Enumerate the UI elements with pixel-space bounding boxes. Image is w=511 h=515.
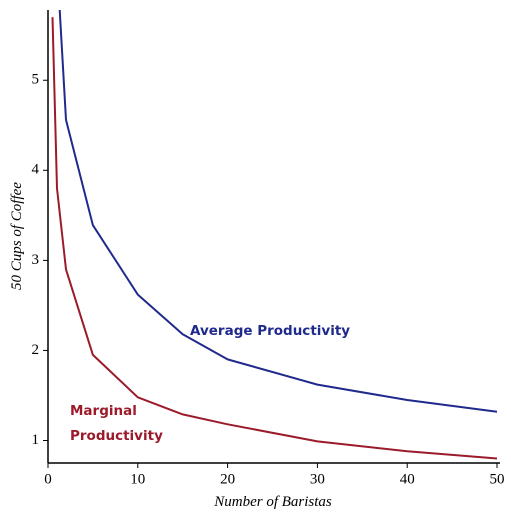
x-tick-label: 50 — [490, 471, 505, 487]
y-tick-label: 4 — [32, 162, 40, 178]
x-tick-label: 10 — [130, 471, 145, 487]
x-tick-label: 30 — [310, 471, 325, 487]
y-tick-label: 3 — [32, 252, 40, 268]
curve-label: Average Productivity — [190, 323, 350, 339]
x-tick-label: 20 — [220, 471, 235, 487]
curve-label: Productivity — [70, 428, 163, 444]
y-tick-label: 1 — [32, 432, 40, 448]
x-tick-label: 40 — [400, 471, 415, 487]
y-tick-label: 5 — [32, 72, 40, 88]
curve — [51, 17, 498, 460]
y-axis-title: 50 Cups of Coffee — [9, 182, 25, 290]
x-tick-label: 0 — [44, 471, 52, 487]
curve-label: Marginal — [70, 403, 137, 419]
y-tick-label: 2 — [32, 342, 40, 358]
x-axis-title: Number of Baristas — [213, 494, 332, 510]
curve — [58, 10, 498, 413]
